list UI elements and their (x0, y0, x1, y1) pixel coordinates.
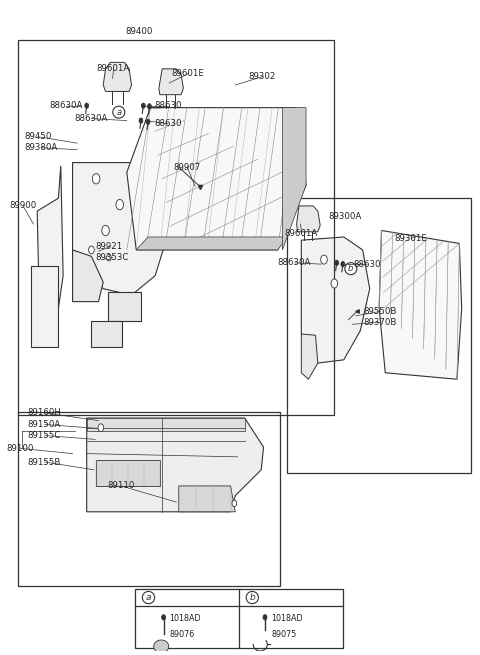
Polygon shape (379, 231, 462, 379)
Circle shape (139, 118, 143, 123)
Text: 89450: 89450 (24, 132, 51, 141)
Text: 88630: 88630 (154, 101, 181, 110)
Circle shape (142, 103, 145, 108)
Text: 89155C: 89155C (28, 431, 61, 440)
Bar (287, 198, 471, 473)
Polygon shape (96, 460, 160, 486)
Text: 89302: 89302 (249, 72, 276, 81)
Text: 89300A: 89300A (329, 212, 362, 221)
Polygon shape (301, 334, 318, 379)
Polygon shape (282, 107, 306, 250)
Circle shape (85, 103, 89, 108)
Polygon shape (87, 418, 264, 512)
Polygon shape (72, 162, 169, 295)
Circle shape (162, 615, 166, 620)
Circle shape (102, 225, 109, 236)
Polygon shape (136, 237, 287, 250)
Polygon shape (108, 292, 141, 321)
Text: 89110: 89110 (107, 481, 134, 491)
Text: 1018AD: 1018AD (169, 614, 201, 623)
Bar (18, 411, 280, 586)
Text: 89907: 89907 (173, 162, 200, 172)
Polygon shape (91, 321, 122, 347)
Text: 89900: 89900 (9, 202, 36, 210)
Circle shape (89, 246, 94, 253)
Circle shape (147, 103, 151, 109)
Bar (135, 590, 343, 648)
Polygon shape (127, 107, 306, 250)
Circle shape (146, 119, 150, 124)
Text: 88630: 88630 (154, 119, 181, 128)
Circle shape (232, 500, 237, 506)
Polygon shape (37, 166, 63, 314)
Polygon shape (87, 418, 245, 431)
Text: b: b (250, 593, 255, 602)
Polygon shape (72, 250, 103, 302)
Polygon shape (103, 62, 132, 92)
Text: 89301E: 89301E (395, 234, 428, 243)
Text: 89155B: 89155B (28, 457, 61, 466)
Text: 89400: 89400 (126, 27, 153, 36)
Text: 89160H: 89160H (28, 408, 61, 417)
Circle shape (341, 261, 345, 267)
Polygon shape (297, 206, 320, 232)
Circle shape (107, 254, 111, 261)
Circle shape (116, 200, 123, 210)
Text: 89601E: 89601E (172, 69, 204, 78)
Polygon shape (154, 640, 169, 653)
Text: 89353C: 89353C (96, 253, 129, 262)
Text: 89550B: 89550B (363, 307, 397, 316)
Polygon shape (127, 107, 306, 250)
Text: 89601A: 89601A (285, 229, 318, 238)
Circle shape (331, 279, 337, 288)
Text: 88630: 88630 (353, 260, 381, 269)
Circle shape (92, 174, 100, 184)
Circle shape (321, 255, 327, 264)
Polygon shape (31, 266, 59, 347)
Text: 89075: 89075 (271, 630, 297, 639)
Text: 89150A: 89150A (28, 420, 61, 429)
Text: 89921: 89921 (96, 242, 123, 251)
Text: 88630A: 88630A (49, 101, 83, 110)
Text: a: a (116, 107, 121, 117)
Polygon shape (179, 486, 235, 512)
Text: 89380A: 89380A (24, 143, 57, 152)
Circle shape (263, 615, 267, 620)
Text: 88630A: 88630A (74, 114, 108, 123)
Circle shape (98, 424, 104, 432)
Text: 1018AD: 1018AD (271, 614, 303, 623)
Bar (18, 40, 335, 415)
Text: 89076: 89076 (169, 630, 194, 639)
Circle shape (335, 260, 338, 265)
Text: a: a (146, 593, 151, 602)
Text: 89370B: 89370B (363, 318, 397, 327)
Polygon shape (159, 69, 183, 95)
Polygon shape (301, 237, 370, 363)
Text: 88630A: 88630A (278, 258, 311, 267)
Text: b: b (348, 264, 354, 273)
Text: 89100: 89100 (7, 444, 34, 453)
Text: 89601A: 89601A (96, 64, 130, 73)
